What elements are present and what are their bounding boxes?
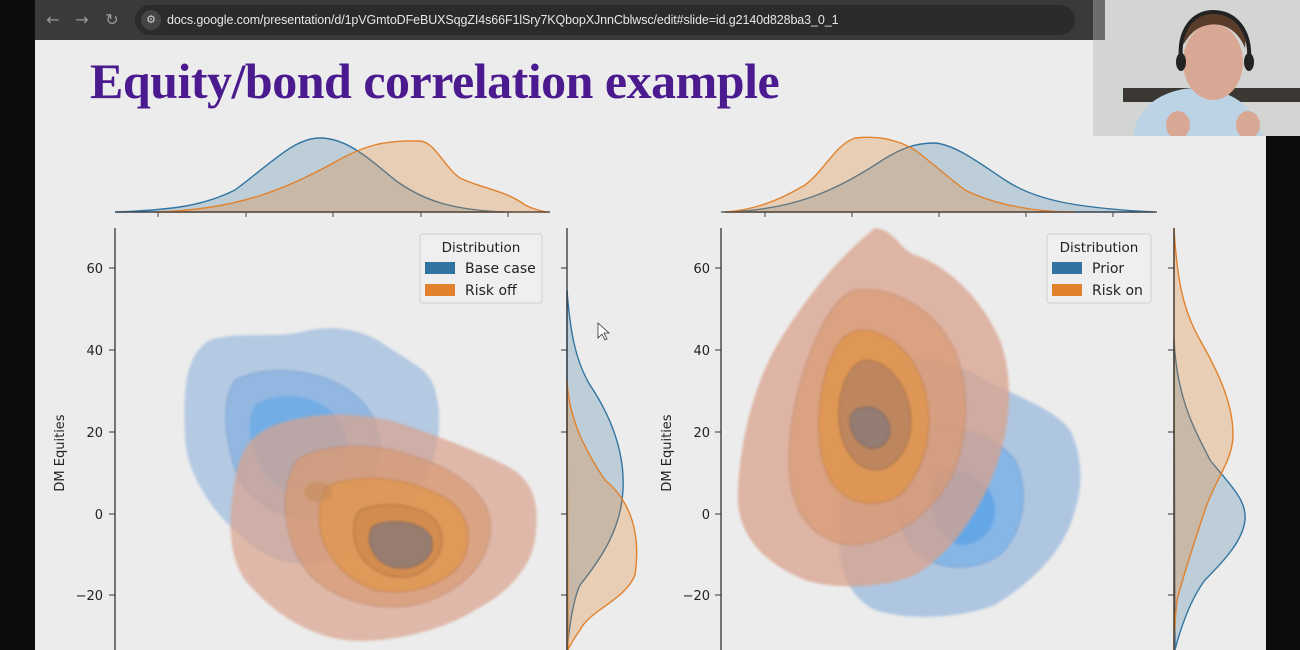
svg-text:Base case: Base case <box>465 261 536 277</box>
svg-text:Risk off: Risk off <box>465 283 517 299</box>
slide-canvas: Equity/bond correlation example 60 40 20 <box>35 40 1266 650</box>
back-arrow-icon[interactable]: ← <box>46 10 60 29</box>
webcam-video-feed <box>1093 0 1300 136</box>
legend-swatch-blue <box>425 262 455 274</box>
svg-text:−20: −20 <box>683 589 710 604</box>
chart-right: 60 40 20 0 −20 DM Equities <box>660 136 1246 650</box>
mouse-cursor-icon <box>597 322 611 341</box>
legend-swatch-blue <box>1052 262 1082 274</box>
forward-arrow-icon[interactable]: → <box>75 10 89 29</box>
svg-text:0: 0 <box>95 508 103 523</box>
svg-text:40: 40 <box>86 344 103 359</box>
svg-text:Risk on: Risk on <box>1092 283 1143 299</box>
address-bar[interactable]: ⚙ docs.google.com/presentation/d/1pVGmto… <box>135 5 1075 35</box>
right-legend: Distribution Prior Risk on <box>1046 233 1152 304</box>
right-right-marginal <box>1168 227 1246 650</box>
svg-text:60: 60 <box>693 262 710 277</box>
left-top-marginal <box>114 137 551 217</box>
chart-left: 60 40 20 0 −20 DM Equities <box>53 137 638 650</box>
svg-text:20: 20 <box>86 426 103 441</box>
left-legend: Distribution Base case Risk off <box>419 233 543 304</box>
browser-toolbar: ← → ↻ ⚙ docs.google.com/presentation/d/1… <box>35 0 1093 40</box>
site-settings-icon[interactable]: ⚙ <box>141 10 161 30</box>
svg-text:−20: −20 <box>76 589 103 604</box>
svg-text:40: 40 <box>693 344 710 359</box>
left-y-ticks: 60 40 20 0 −20 <box>76 262 103 604</box>
svg-text:0: 0 <box>702 508 710 523</box>
right-top-marginal <box>721 136 1157 217</box>
right-y-label: DM Equities <box>660 414 675 491</box>
presenter-video <box>1093 0 1300 136</box>
url-text[interactable]: docs.google.com/presentation/d/1pVGmtoDF… <box>167 13 839 27</box>
svg-text:20: 20 <box>693 426 710 441</box>
svg-text:Distribution: Distribution <box>442 240 521 256</box>
svg-text:Distribution: Distribution <box>1060 240 1139 256</box>
legend-swatch-orange <box>425 284 455 296</box>
right-y-ticks: 60 40 20 0 −20 <box>683 262 710 604</box>
left-y-label: DM Equities <box>53 414 68 491</box>
reload-icon[interactable]: ↻ <box>105 10 119 29</box>
slide-title: Equity/bond correlation example <box>90 53 780 109</box>
left-orange-kde <box>230 414 537 641</box>
svg-text:60: 60 <box>86 262 103 277</box>
right-orange-kde <box>737 228 1010 587</box>
charts-svg: 60 40 20 0 −20 DM Equities <box>53 136 1246 650</box>
legend-swatch-orange <box>1052 284 1082 296</box>
left-right-marginal <box>561 228 638 650</box>
svg-text:Prior: Prior <box>1092 261 1124 277</box>
